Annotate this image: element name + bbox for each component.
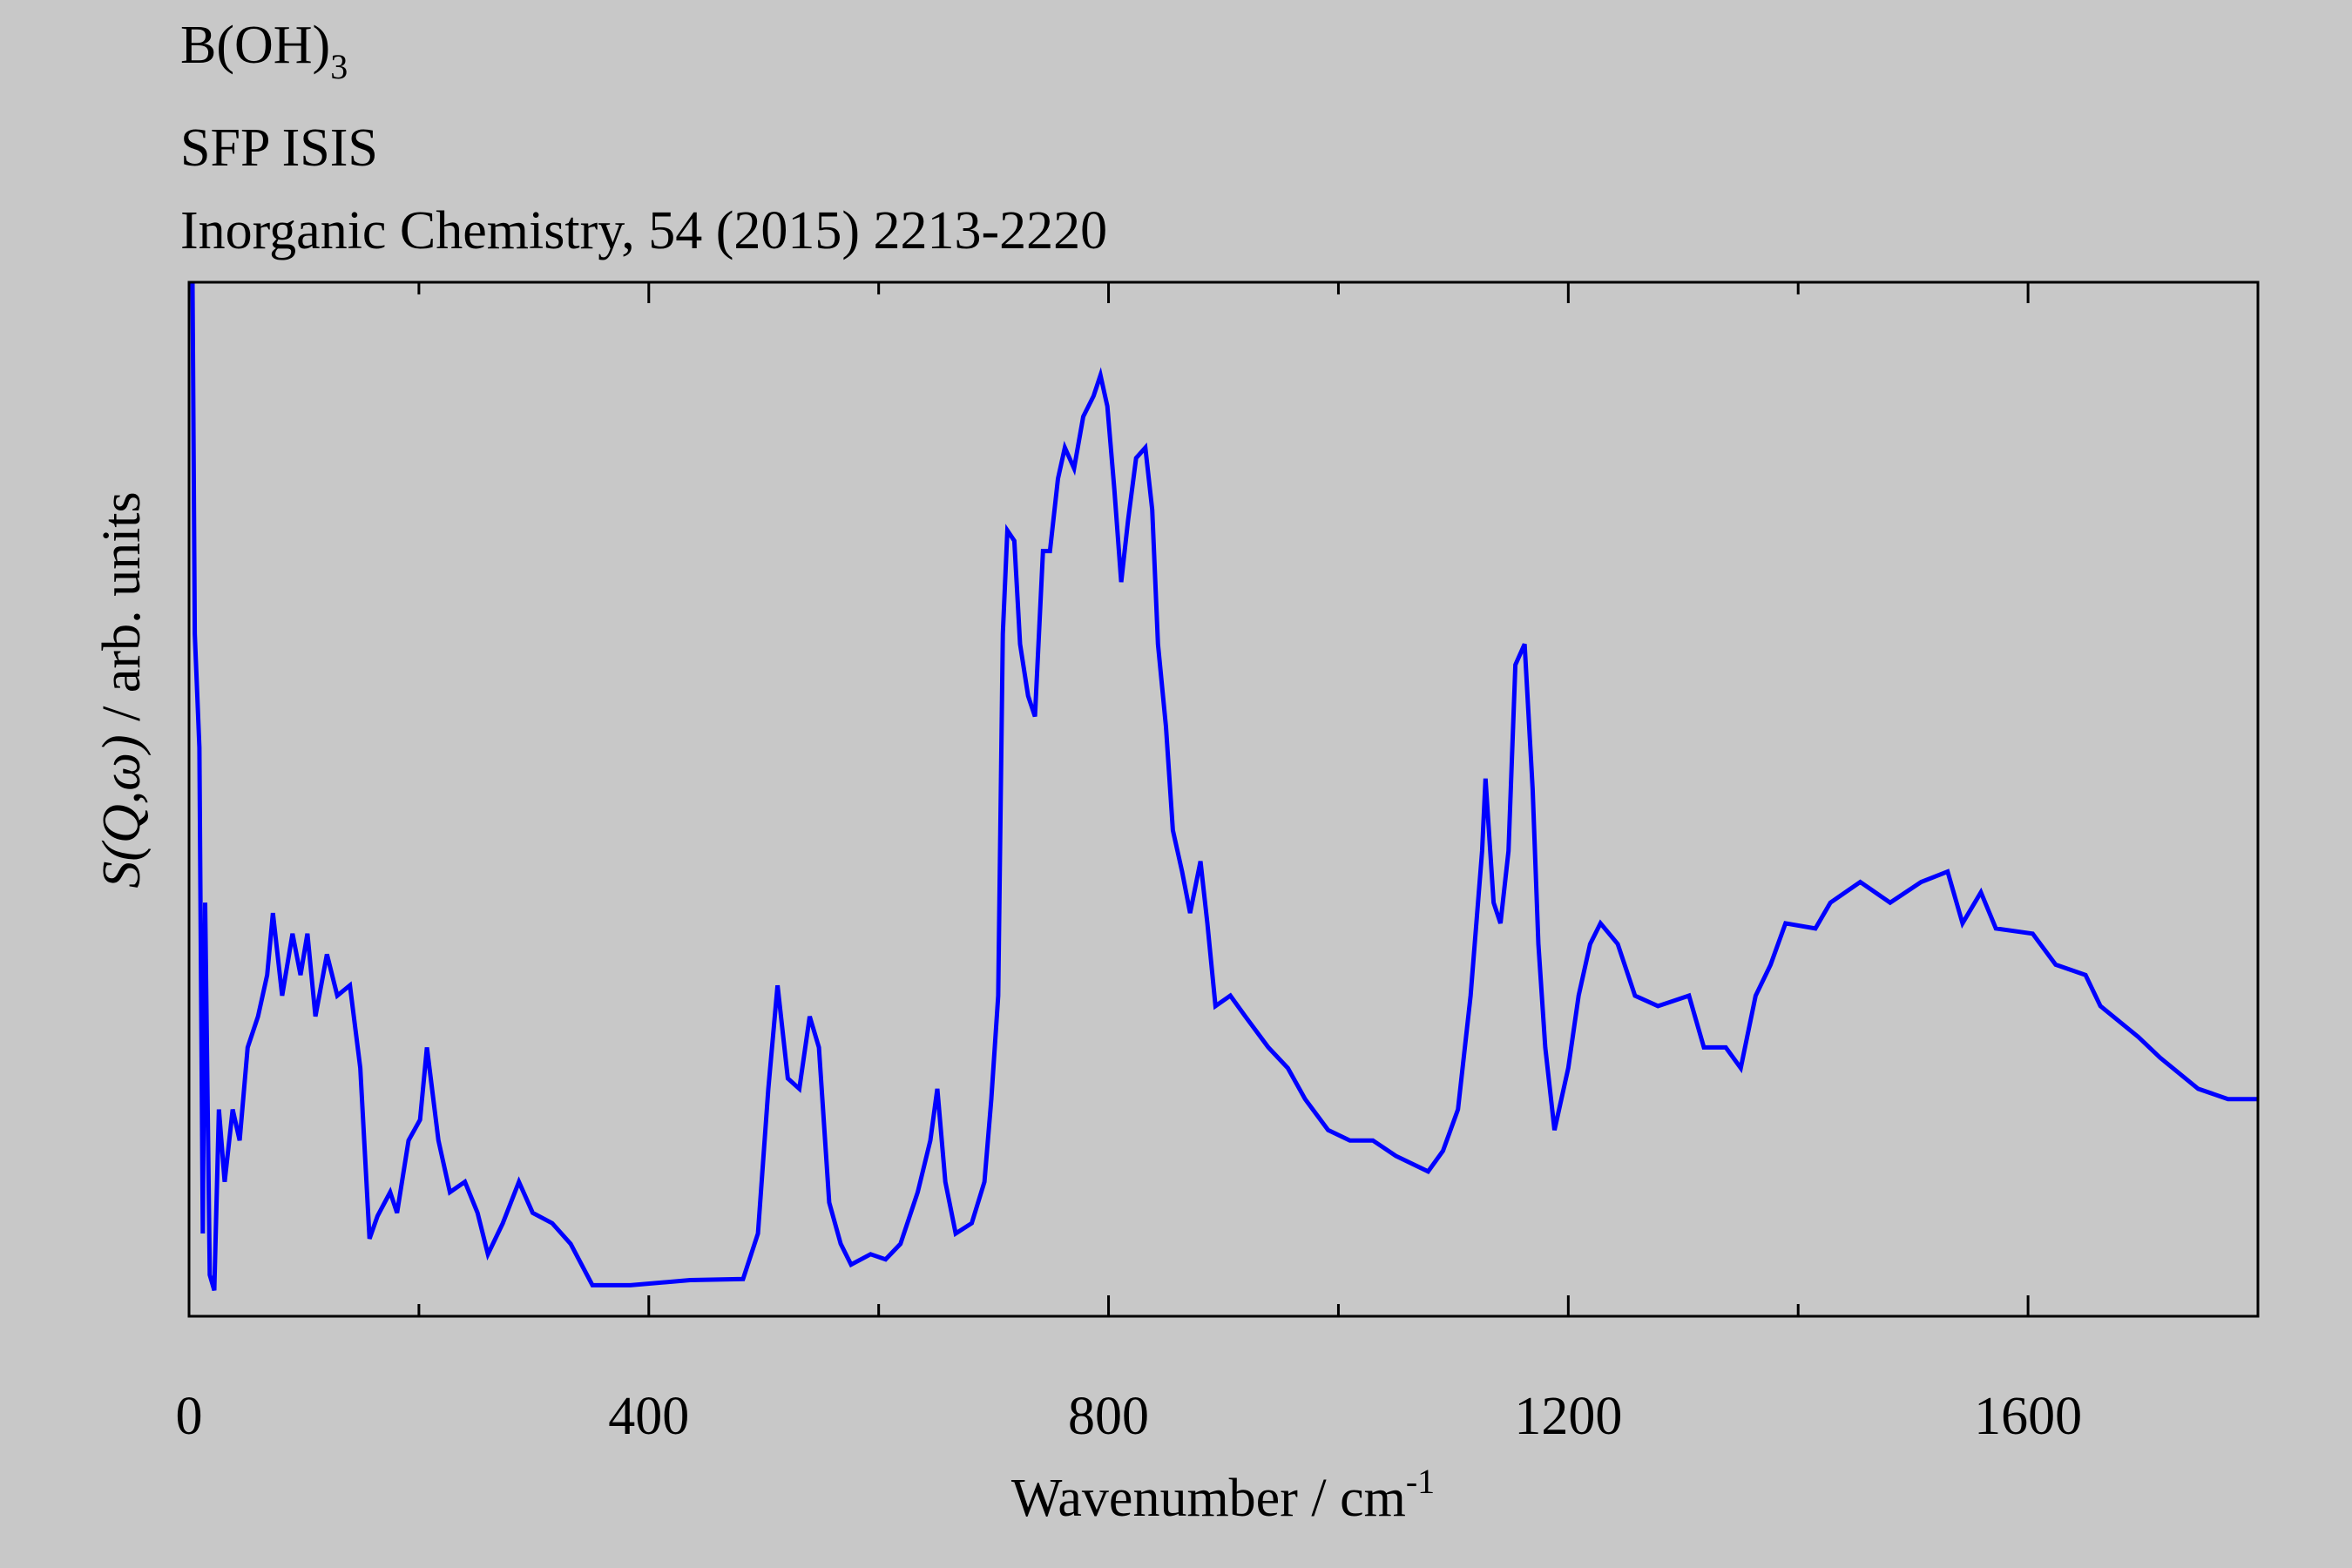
x-label-superscript: -1 (1406, 1462, 1435, 1501)
x-tick-label: 1600 (1974, 1387, 2082, 1446)
compound-subscript: 3 (330, 47, 348, 86)
x-tick-label: 800 (1068, 1387, 1149, 1446)
x-label: Wavenumber / cm (1011, 1469, 1406, 1528)
x-tick-label: 0 (176, 1387, 203, 1446)
compound: B(OH) (180, 16, 330, 75)
plot-area: 0 400 800 1200 1600 (176, 280, 2260, 1446)
y-label-symbol: S(Q,ω) (92, 734, 152, 888)
x-tick-label: 1200 (1514, 1387, 1622, 1446)
compound-title: B(OH)3 (180, 16, 348, 86)
plot-frame (187, 280, 2260, 1318)
y-axis-label: S(Q,ω) / arb. units (92, 491, 152, 888)
x-tick-label: 400 (608, 1387, 689, 1446)
x-axis-label: Wavenumber / cm-1 (1011, 1462, 1435, 1528)
reference: Inorganic Chemistry, 54 (2015) 2213-2220 (180, 201, 1107, 260)
subtitle: SFP ISIS (180, 118, 378, 178)
y-label-unit: / arb. units (92, 491, 152, 734)
spectrum-line (190, 281, 2258, 1292)
